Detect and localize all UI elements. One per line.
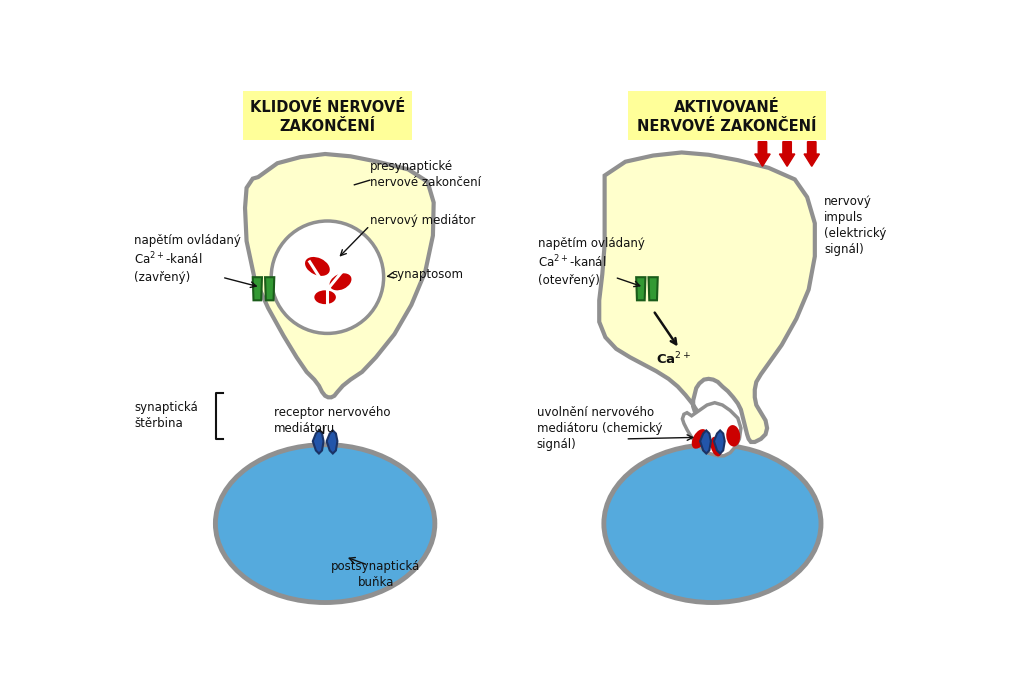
Ellipse shape	[315, 290, 336, 304]
Polygon shape	[327, 430, 337, 453]
Text: synaptosom: synaptosom	[392, 267, 464, 281]
Text: KLIDOVÉ NERVOVÉ
ZAKONČENÍ: KLIDOVÉ NERVOVÉ ZAKONČENÍ	[250, 100, 405, 134]
Text: nervový mediátor: nervový mediátor	[370, 213, 475, 227]
Polygon shape	[714, 430, 725, 453]
Text: postsynaptická
buňka: postsynaptická buňka	[331, 560, 420, 589]
Polygon shape	[700, 430, 711, 453]
Text: nervový
impuls
(elektrický
signál): nervový impuls (elektrický signál)	[824, 195, 886, 256]
FancyArrow shape	[804, 141, 819, 166]
FancyArrow shape	[755, 141, 770, 166]
Ellipse shape	[692, 429, 707, 449]
Ellipse shape	[710, 437, 722, 457]
FancyBboxPatch shape	[244, 91, 412, 140]
Ellipse shape	[726, 425, 740, 446]
Text: napětím ovládaný
Ca$^{2+}$-kanál
(otevřený): napětím ovládaný Ca$^{2+}$-kanál (otevře…	[538, 237, 645, 287]
Polygon shape	[313, 430, 324, 453]
Polygon shape	[245, 154, 434, 397]
Ellipse shape	[305, 257, 330, 276]
Polygon shape	[265, 277, 274, 300]
Polygon shape	[683, 403, 741, 456]
FancyBboxPatch shape	[628, 91, 825, 140]
Polygon shape	[599, 152, 815, 442]
Text: Ca$^{2+}$: Ca$^{2+}$	[656, 351, 692, 367]
FancyArrow shape	[779, 141, 795, 166]
Polygon shape	[636, 277, 646, 300]
Text: receptor nervového
mediátoru: receptor nervového mediátoru	[273, 406, 390, 435]
Ellipse shape	[603, 445, 821, 602]
Text: synaptická
štěrbina: synaptická štěrbina	[134, 401, 198, 430]
Text: presynaptické
nervové zakončení: presynaptické nervové zakončení	[370, 159, 481, 188]
Text: AKTIVOVANÉ
NERVOVÉ ZAKONČENÍ: AKTIVOVANÉ NERVOVÉ ZAKONČENÍ	[637, 100, 817, 134]
Text: napětím ovládaný
Ca$^{2+}$-kanál
(zavřený): napětím ovládaný Ca$^{2+}$-kanál (zavřen…	[134, 234, 241, 283]
Polygon shape	[253, 277, 262, 300]
Text: uvolnění nervového
mediátoru (chemický
signál): uvolnění nervového mediátoru (chemický s…	[537, 405, 662, 450]
Ellipse shape	[216, 445, 435, 602]
Ellipse shape	[330, 273, 352, 290]
Polygon shape	[649, 277, 658, 300]
Circle shape	[271, 221, 383, 333]
